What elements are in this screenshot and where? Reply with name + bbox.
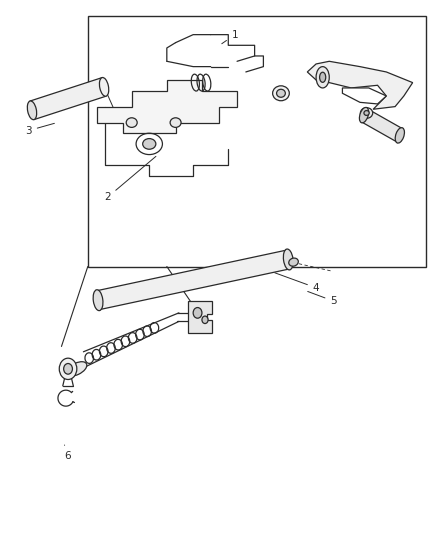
Ellipse shape: [288, 258, 298, 266]
Polygon shape: [307, 61, 412, 109]
Ellipse shape: [360, 108, 372, 118]
Ellipse shape: [319, 72, 325, 82]
Bar: [88, 16, 425, 266]
Polygon shape: [96, 250, 289, 310]
Ellipse shape: [276, 90, 285, 98]
Text: 4: 4: [274, 273, 319, 293]
Circle shape: [193, 308, 201, 318]
Polygon shape: [360, 108, 402, 142]
Circle shape: [64, 364, 72, 374]
Text: 3: 3: [25, 123, 54, 135]
Polygon shape: [187, 301, 212, 333]
Ellipse shape: [99, 77, 109, 96]
Ellipse shape: [142, 139, 155, 149]
Ellipse shape: [359, 108, 368, 123]
Text: 1: 1: [221, 30, 238, 44]
Circle shape: [201, 316, 208, 324]
Ellipse shape: [283, 249, 293, 270]
Text: 6: 6: [64, 445, 71, 461]
Ellipse shape: [272, 86, 289, 101]
Text: 5: 5: [307, 292, 336, 306]
Polygon shape: [30, 78, 106, 119]
Ellipse shape: [315, 67, 328, 88]
Polygon shape: [342, 88, 385, 104]
Text: 2: 2: [104, 156, 155, 202]
Ellipse shape: [27, 101, 37, 120]
Circle shape: [59, 358, 77, 379]
Ellipse shape: [170, 118, 181, 127]
Ellipse shape: [126, 118, 137, 127]
Polygon shape: [96, 80, 237, 133]
Ellipse shape: [93, 290, 103, 311]
Ellipse shape: [67, 362, 87, 376]
Ellipse shape: [394, 128, 403, 143]
Ellipse shape: [363, 110, 368, 116]
